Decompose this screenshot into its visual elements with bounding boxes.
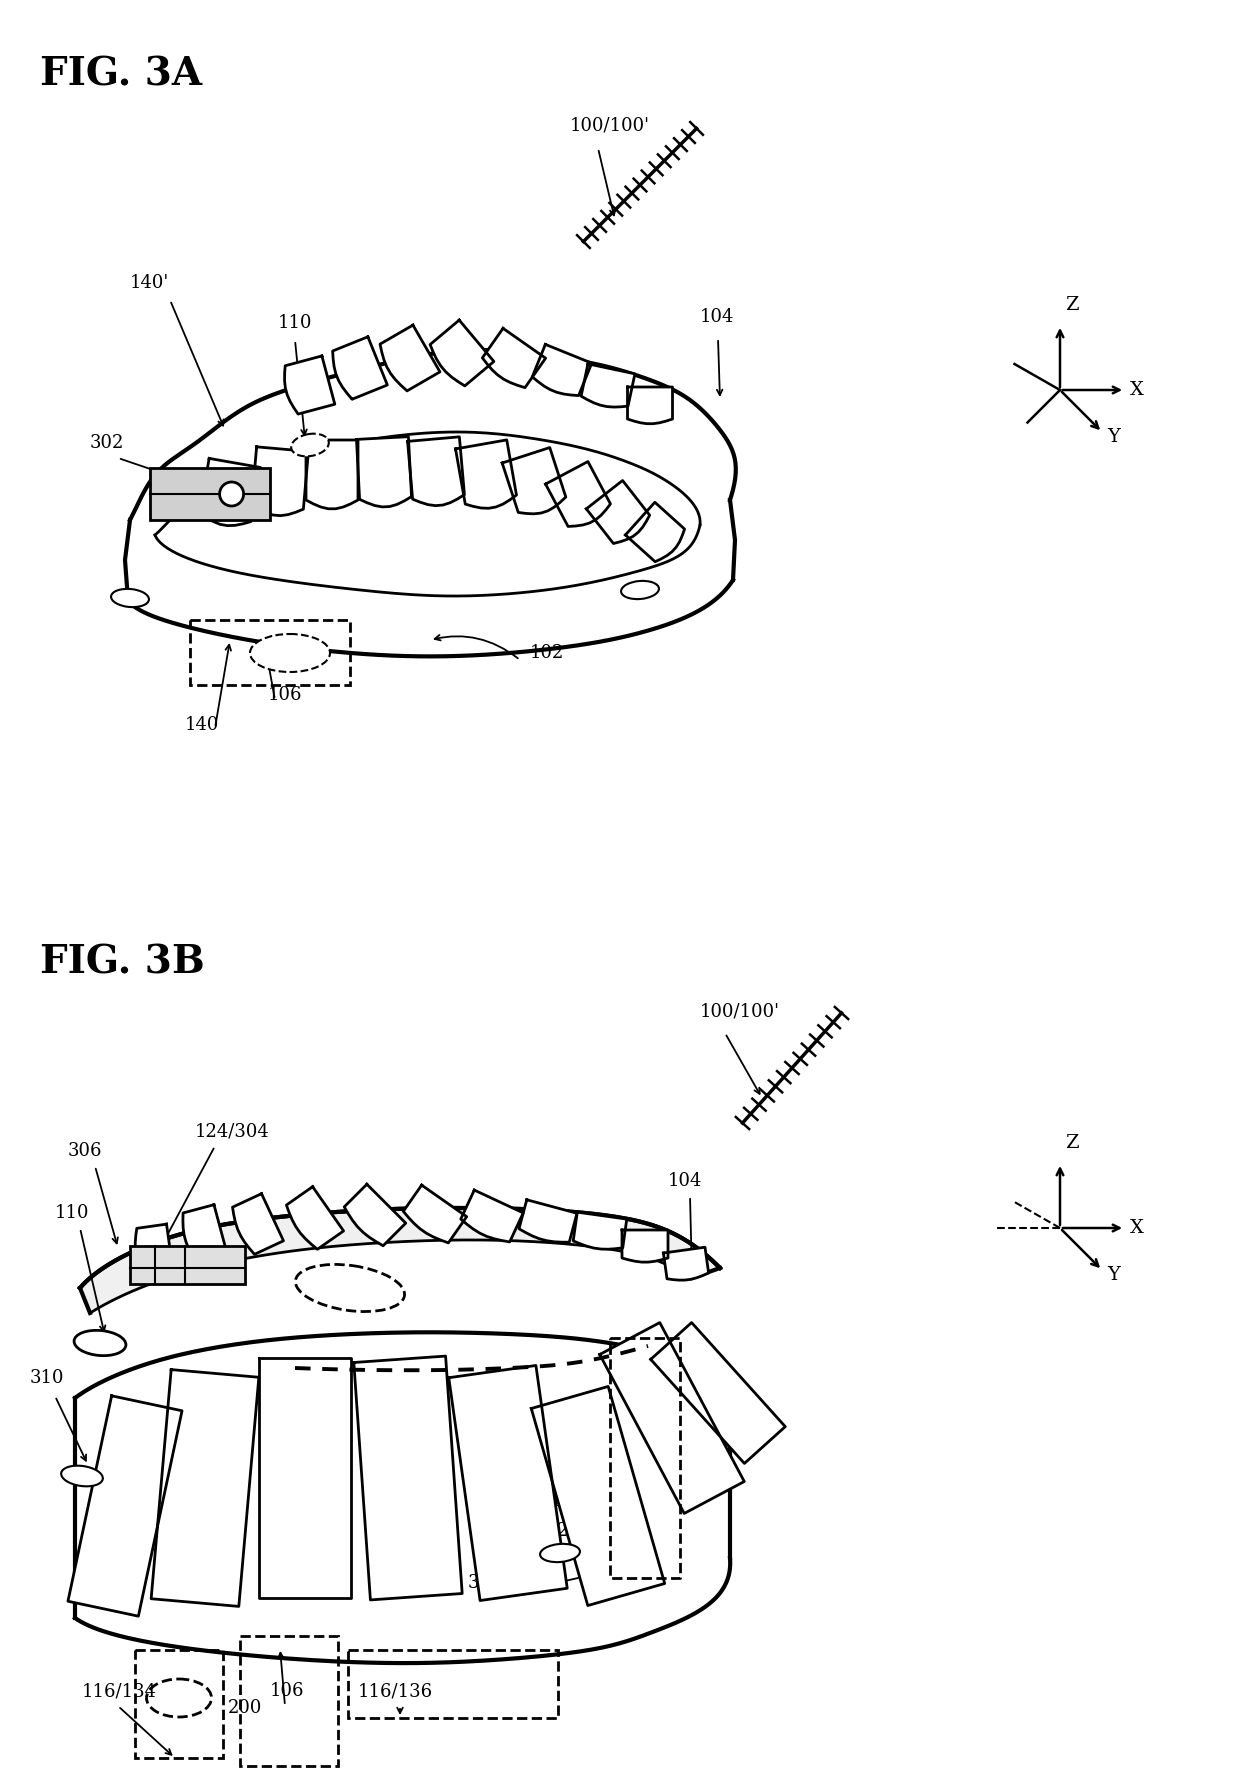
Bar [130,1247,246,1284]
Text: 306: 306 [68,1142,103,1160]
Polygon shape [573,1213,626,1249]
Text: 140': 140' [130,274,169,291]
Ellipse shape [250,634,330,671]
Text: 102: 102 [534,1522,569,1540]
Text: 110: 110 [55,1204,89,1222]
Polygon shape [81,1208,720,1312]
Polygon shape [502,448,565,513]
Polygon shape [461,1190,523,1241]
Polygon shape [233,1193,284,1254]
Text: Z: Z [1065,297,1079,314]
Ellipse shape [61,1465,103,1487]
Bar [348,1650,558,1717]
Text: 116/136: 116/136 [358,1682,433,1700]
Polygon shape [379,325,440,391]
Polygon shape [663,1247,708,1280]
Text: 140: 140 [185,716,219,733]
Polygon shape [74,1332,730,1662]
Text: 302: 302 [91,433,124,453]
Text: Y: Y [1107,1266,1120,1284]
Text: 310: 310 [539,1492,574,1510]
Bar [135,1650,223,1758]
Text: 116/134: 116/134 [82,1682,157,1700]
Text: 100/100': 100/100' [701,1002,780,1019]
Polygon shape [286,1186,343,1249]
Text: 106: 106 [270,1682,305,1700]
Polygon shape [345,1185,405,1245]
Text: Z: Z [1065,1135,1079,1153]
Text: X: X [1130,382,1143,400]
Text: X: X [1130,1218,1143,1238]
Text: 200: 200 [228,1700,263,1717]
Polygon shape [455,440,517,508]
Ellipse shape [541,1543,580,1563]
Polygon shape [151,1369,259,1607]
Text: 110: 110 [278,314,312,332]
Polygon shape [582,364,635,407]
Polygon shape [546,462,610,526]
Text: Y: Y [1107,428,1120,446]
Polygon shape [284,355,335,414]
Polygon shape [68,1396,182,1616]
Ellipse shape [291,433,329,456]
Polygon shape [651,1323,785,1463]
Polygon shape [430,320,494,385]
Text: 104: 104 [668,1172,702,1190]
Text: 106: 106 [268,686,303,703]
Polygon shape [306,440,358,508]
Polygon shape [259,1359,351,1598]
Polygon shape [587,481,650,543]
Ellipse shape [112,590,149,607]
Polygon shape [200,458,260,526]
Polygon shape [353,1357,463,1600]
Text: 310: 310 [30,1369,64,1387]
Polygon shape [532,345,591,396]
Polygon shape [135,1224,174,1275]
Ellipse shape [74,1330,126,1355]
Text: FIG. 3A: FIG. 3A [40,55,202,92]
Polygon shape [403,1185,466,1243]
Text: 102: 102 [529,645,564,662]
Bar [241,1636,339,1765]
Ellipse shape [621,581,658,599]
Bar [150,469,270,520]
Polygon shape [625,503,684,561]
Polygon shape [531,1387,665,1606]
Text: 308: 308 [467,1574,502,1591]
Text: 124/304: 124/304 [195,1122,270,1140]
Bar [190,620,350,686]
Polygon shape [408,437,465,506]
Text: 100/100': 100/100' [570,115,650,133]
Polygon shape [482,329,546,387]
Polygon shape [184,1204,227,1261]
Polygon shape [356,437,412,506]
Text: 104: 104 [701,307,734,327]
Polygon shape [600,1323,744,1513]
Text: FIG. 3B: FIG. 3B [40,943,205,980]
Circle shape [219,481,243,506]
Polygon shape [627,387,672,424]
Polygon shape [332,337,387,400]
Polygon shape [449,1366,567,1600]
Polygon shape [520,1201,577,1241]
Polygon shape [622,1231,668,1263]
Polygon shape [252,448,309,515]
